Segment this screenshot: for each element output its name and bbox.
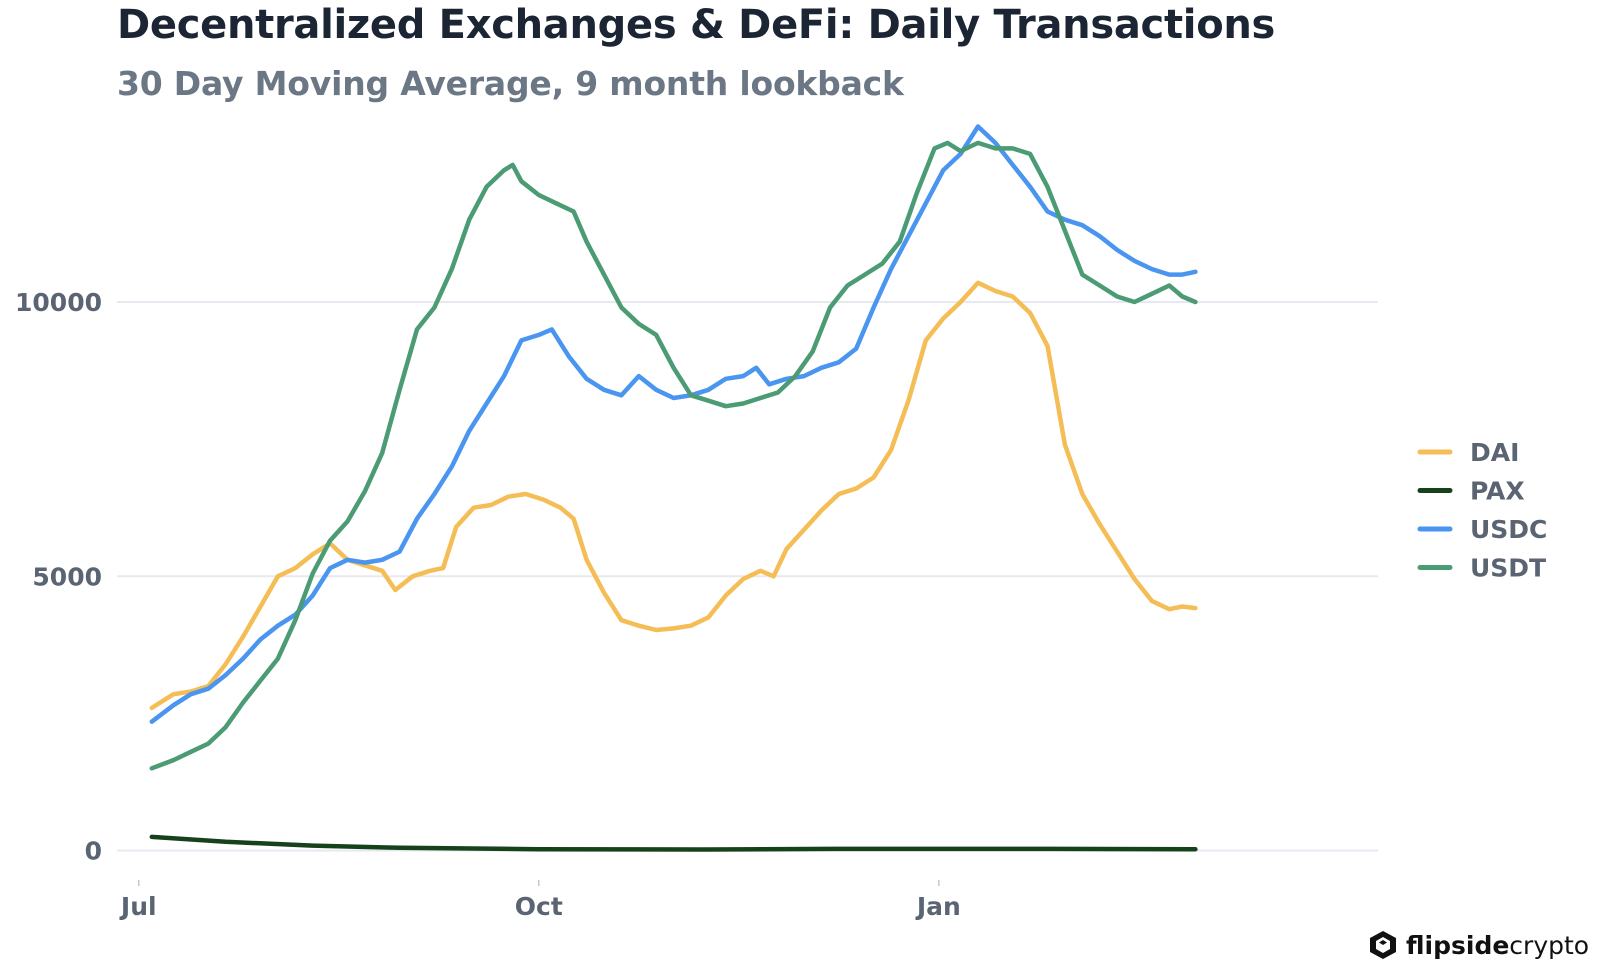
brand-watermark: flipsidecrypto: [1368, 930, 1589, 960]
legend: DAI PAX USDC USDT: [1417, 438, 1547, 583]
legend-label-dai: DAI: [1470, 438, 1519, 467]
x-axis-ticks: Jul Oct Jan: [119, 880, 961, 921]
flipside-logo-icon: [1370, 931, 1396, 959]
chart-title: Decentralized Exchanges & DeFi: Daily Tr…: [117, 2, 1276, 48]
y-tick-label-10000: 10000: [15, 288, 102, 317]
legend-label-usdt: USDT: [1470, 554, 1546, 583]
series-line-pax: [149, 834, 1198, 852]
y-tick-label-0: 0: [85, 837, 102, 866]
series-lines: [149, 124, 1198, 852]
brand-name-bold: flipside: [1406, 930, 1510, 960]
legend-label-usdc: USDC: [1470, 515, 1547, 544]
x-tick-label-jan: Jan: [915, 892, 961, 921]
y-tick-label-5000: 5000: [32, 562, 102, 591]
x-tick-label-jul: Jul: [119, 892, 157, 921]
chart-subtitle: 30 Day Moving Average, 9 month lookback: [117, 64, 904, 103]
series-line-dai: [149, 280, 1198, 711]
brand-name-light: crypto: [1509, 930, 1590, 960]
y-axis-ticks: 0 5000 10000: [15, 288, 102, 866]
brand-name: flipsidecrypto: [1406, 931, 1589, 960]
x-tick-label-oct: Oct: [515, 892, 563, 921]
legend-label-pax: PAX: [1470, 477, 1525, 506]
series-line-usdc: [149, 124, 1198, 724]
series-line-usdt: [149, 140, 1198, 771]
